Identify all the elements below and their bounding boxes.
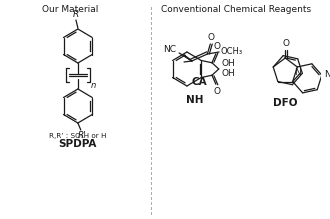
Text: OH: OH <box>222 69 236 78</box>
Text: n: n <box>90 81 96 90</box>
Text: Our Material: Our Material <box>42 5 98 14</box>
Text: OH: OH <box>222 60 236 69</box>
Text: NC: NC <box>163 46 176 55</box>
Text: R': R' <box>78 131 86 140</box>
Text: N: N <box>324 70 330 79</box>
Text: CA: CA <box>192 77 207 87</box>
Text: N: N <box>294 68 300 77</box>
Text: O: O <box>208 33 215 42</box>
Text: R: R <box>73 10 79 19</box>
Text: Conventional Chemical Reagents: Conventional Chemical Reagents <box>160 5 311 14</box>
Text: O: O <box>283 39 290 48</box>
Text: R,R’ : SO₃H or H: R,R’ : SO₃H or H <box>49 133 107 139</box>
Text: NH: NH <box>186 95 204 105</box>
Text: OCH₃: OCH₃ <box>220 48 242 57</box>
Text: O: O <box>213 87 220 96</box>
Text: SPDPA: SPDPA <box>59 139 97 149</box>
Text: O: O <box>213 42 220 51</box>
Text: DFO: DFO <box>273 98 298 108</box>
